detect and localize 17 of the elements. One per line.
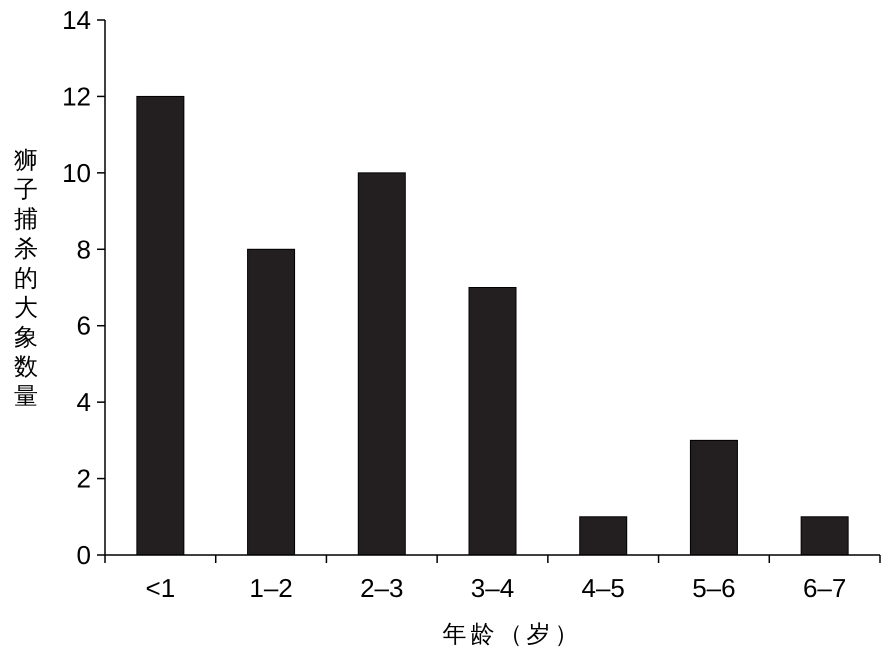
x-tick-label: 5–6 (692, 573, 736, 603)
text: 狮子捕杀的大象数量 (14, 147, 38, 410)
x-tick-label: 1–2 (249, 573, 293, 603)
y-tick-label: 6 (76, 310, 91, 341)
y-tick-label: 14 (62, 5, 91, 35)
y-tick-label: 12 (62, 81, 91, 112)
x-tick-label: <1 (146, 573, 176, 603)
y-tick-label: 4 (76, 387, 91, 418)
y-tick-label: 2 (76, 464, 91, 494)
x-tick-label: 3–4 (470, 573, 514, 603)
x-axis-title: 年龄（岁） (442, 621, 582, 648)
x-tick-label: 6–7 (802, 573, 846, 603)
x-tick-label: 2–3 (360, 573, 404, 603)
x-tick-label: 4–5 (582, 573, 625, 603)
y-tick-label: 10 (62, 158, 91, 188)
y-tick-label: 0 (76, 540, 91, 570)
y-tick-label: 8 (76, 234, 91, 264)
